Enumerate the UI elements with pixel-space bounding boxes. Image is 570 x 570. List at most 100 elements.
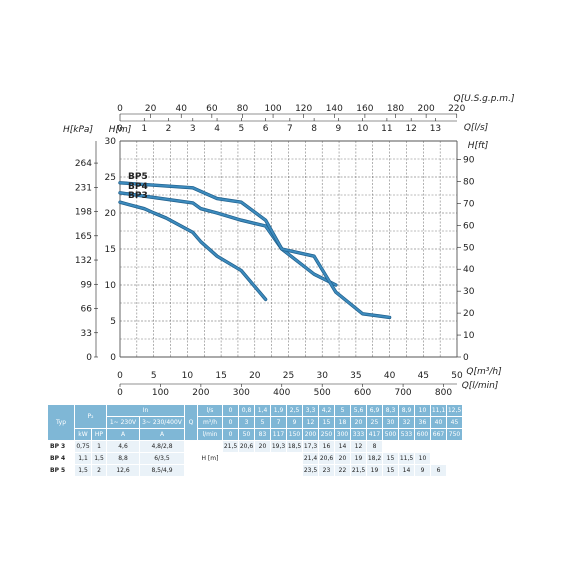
table-cell: 667 bbox=[430, 428, 447, 441]
table-cell: 20 bbox=[334, 452, 351, 465]
top-ls-tick-label: 1 bbox=[141, 124, 147, 134]
table-cell: 8 bbox=[366, 440, 383, 453]
table-cell: Q bbox=[184, 404, 198, 441]
top-usgpm-tick-label: 40 bbox=[175, 104, 187, 114]
table-cell: 1,5 bbox=[74, 464, 92, 477]
table-cell: 1,5 bbox=[91, 452, 107, 465]
left-kpa-tick-label: 33 bbox=[81, 329, 92, 339]
table-cell bbox=[238, 464, 255, 477]
table-cell: 3,3 bbox=[302, 404, 319, 417]
table-cell bbox=[222, 452, 239, 465]
top-ls-tick-label: 2 bbox=[166, 124, 172, 134]
top-usgpm-tick-label: 120 bbox=[295, 104, 312, 114]
table-cell: 20,6 bbox=[318, 452, 335, 465]
top-ls-tick-label: 3 bbox=[190, 124, 196, 134]
top-ls-tick-label: 8 bbox=[311, 124, 317, 134]
right-ft-tick-label: 40 bbox=[463, 265, 475, 275]
series-label: BP3 bbox=[128, 191, 148, 201]
table-cell: 1,1 bbox=[74, 452, 92, 465]
table-cell bbox=[184, 452, 198, 465]
table-cell: 8,8 bbox=[106, 452, 140, 465]
table-cell: 21,5 bbox=[222, 440, 239, 453]
table-cell: 6 bbox=[430, 464, 447, 477]
right-ft-tick-label: 10 bbox=[463, 331, 475, 341]
table-cell: A bbox=[106, 428, 140, 441]
left-kpa-tick-label: 198 bbox=[75, 208, 92, 218]
table-cell: 19 bbox=[350, 452, 367, 465]
table-cell: 22 bbox=[334, 464, 351, 477]
table-cell: 5 bbox=[254, 416, 271, 429]
table-cell: 21,5 bbox=[350, 464, 367, 477]
table-cell bbox=[222, 464, 239, 477]
left-kpa-tick-label: 0 bbox=[86, 353, 92, 363]
table-cell: 30 bbox=[382, 416, 399, 429]
top-usgpm-tick-label: 220 bbox=[448, 104, 465, 114]
table-cell bbox=[414, 440, 431, 453]
left-m-tick-label: 30 bbox=[105, 137, 117, 147]
table-row: BP 5 1,5 2 12,6 8,5/4,9 23,5 23 22 21,5 19 15 14 9 6 bbox=[47, 464, 463, 477]
table-cell: 4,2 bbox=[318, 404, 335, 417]
table-cell: BP 4 bbox=[47, 452, 75, 465]
table-cell: 600 bbox=[414, 428, 431, 441]
top-ls-axis-label: Q[l/s] bbox=[464, 123, 489, 133]
top-ls-tick-label: 12 bbox=[405, 124, 416, 134]
table-cell: 40 bbox=[430, 416, 447, 429]
right-ft-tick-label: 90 bbox=[463, 155, 475, 165]
table-cell: 18 bbox=[334, 416, 351, 429]
top-ls-tick-label: 5 bbox=[238, 124, 244, 134]
table-cell: 250 bbox=[318, 428, 335, 441]
left-kpa-tick-label: 132 bbox=[75, 256, 92, 266]
left-kpa-axis-label: H[kPa] bbox=[63, 125, 93, 135]
table-cell: 533 bbox=[398, 428, 415, 441]
table-cell: In bbox=[106, 404, 185, 417]
left-m-tick-label: 10 bbox=[105, 281, 117, 291]
right-ft-tick-label: 30 bbox=[463, 287, 475, 297]
table-cell: 0,8 bbox=[238, 404, 255, 417]
bottom-lmin-tick-label: 700 bbox=[394, 388, 411, 398]
table-cell: 2 bbox=[91, 464, 107, 477]
table-cell: 8,3 bbox=[382, 404, 399, 417]
table-cell bbox=[430, 440, 447, 453]
table-cell: 750 bbox=[446, 428, 463, 441]
table-cell: 45 bbox=[446, 416, 463, 429]
table-row: BP 4 1,1 1,5 8,8 6/3,5 21,4 20,6 20 19 18,2 15 11,5… bbox=[47, 452, 463, 465]
series-line-outline bbox=[118, 191, 338, 287]
table-cell bbox=[254, 452, 271, 465]
chart-grid bbox=[119, 140, 458, 358]
table-cell: 417 bbox=[366, 428, 383, 441]
table-cell: 4,6 bbox=[106, 440, 140, 453]
table-cell: 83 bbox=[254, 428, 271, 441]
bottom-lmin-tick-label: 400 bbox=[273, 388, 290, 398]
table-cell: 0 bbox=[222, 428, 239, 441]
table-cell bbox=[382, 440, 399, 453]
table-cell bbox=[184, 464, 198, 477]
table-cell: 1 bbox=[91, 440, 107, 453]
table-cell: 300 bbox=[334, 428, 351, 441]
table-header-row: 1~ 230V 3~ 230/400V m³/h 0 3 5 7 9 12 15 18 20 25 30 3… bbox=[48, 416, 463, 429]
right-ft-tick-label: 0 bbox=[463, 353, 469, 363]
chart-series bbox=[118, 181, 392, 320]
right-ft-tick-label: 80 bbox=[463, 177, 475, 187]
right-ft-tick-label: 20 bbox=[463, 309, 475, 319]
table-cell: BP 5 bbox=[47, 464, 75, 477]
table-row: BP 3 0,75 1 4,6 4,8/2,8 H [m] 21,5 20,6 20 19,3 18… bbox=[47, 440, 463, 477]
left-kpa-tick-label: 231 bbox=[75, 183, 92, 193]
top-usgpm-tick-label: 60 bbox=[206, 104, 218, 114]
table-cell: 15 bbox=[382, 452, 399, 465]
table-cell: 2,5 bbox=[286, 404, 303, 417]
table-cell: 16 bbox=[318, 440, 335, 453]
table-cell bbox=[270, 464, 287, 477]
table-cell: 20 bbox=[254, 440, 271, 453]
bottom-lmin-axis-label: Q[l/min] bbox=[462, 381, 499, 391]
bottom-m3h-tick-label: 15 bbox=[215, 371, 226, 381]
table-cell: kW bbox=[74, 428, 92, 441]
left-m-tick-label: 25 bbox=[105, 173, 116, 183]
table-cell bbox=[398, 440, 415, 453]
table-cell: l/s bbox=[197, 404, 223, 417]
table-cell: 23,5 bbox=[302, 464, 319, 477]
bottom-lmin-tick-label: 0 bbox=[117, 388, 123, 398]
table-cell: 17,3 bbox=[302, 440, 319, 453]
table-cell: m³/h bbox=[197, 416, 223, 429]
top-usgpm-tick-label: 0 bbox=[117, 104, 123, 114]
